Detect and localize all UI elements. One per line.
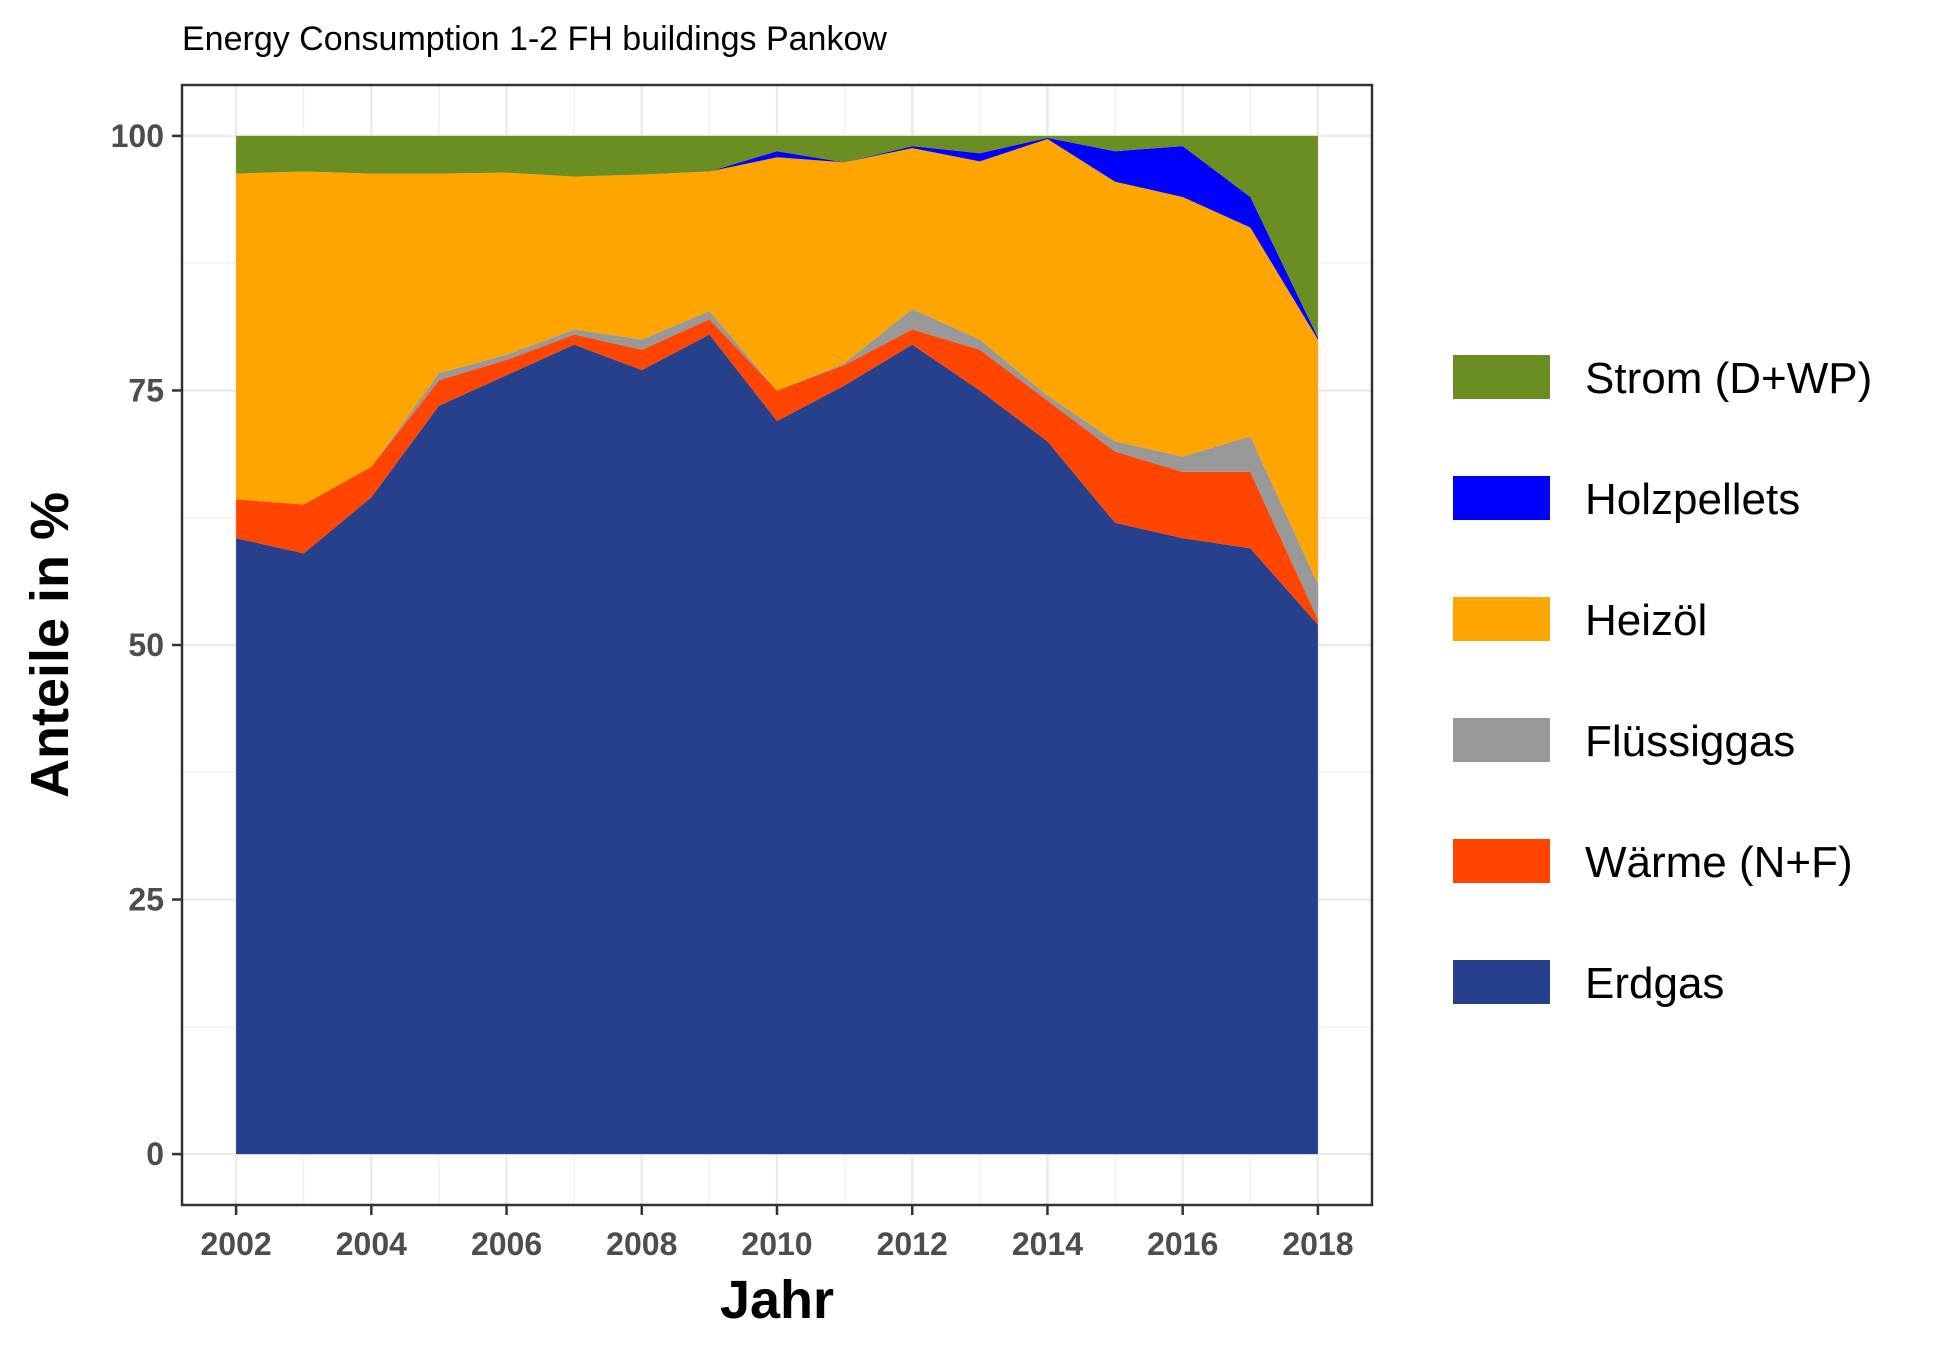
y-axis-ticks: 0 25 50 75 100 [111, 118, 182, 1172]
area-erdgas [236, 334, 1318, 1155]
x-tick-label: 2018 [1282, 1226, 1353, 1262]
y-tick-label: 75 [128, 372, 164, 408]
area-strom-d-wp [236, 135, 1318, 338]
y-tick-label: 100 [111, 118, 164, 154]
legend-key-w-rme-n-f [1453, 839, 1550, 883]
area-w-rme-n-f [236, 319, 1318, 625]
legend-key-heiz-l [1453, 597, 1550, 641]
legend-label-holzpellets: Holzpellets [1585, 475, 1800, 524]
x-tick-label: 2006 [471, 1226, 542, 1262]
legend-key-erdgas [1453, 960, 1550, 1004]
y-axis-title: Anteile in % [20, 492, 80, 798]
legend-label-w-rme-n-f: Wärme (N+F) [1585, 838, 1853, 887]
x-axis-title: Jahr [720, 1270, 834, 1330]
x-tick-label: 2002 [200, 1226, 271, 1262]
area-heiz-l [236, 139, 1318, 584]
area-series [236, 135, 1318, 1155]
chart-title: Energy Consumption 1-2 FH buildings Pank… [182, 20, 887, 58]
legend-label-strom-d-wp: Strom (D+WP) [1585, 354, 1872, 403]
y-tick-label: 0 [146, 1136, 164, 1172]
x-tick-label: 2008 [606, 1226, 677, 1262]
x-tick-label: 2010 [741, 1226, 812, 1262]
legend-key-strom-d-wp [1453, 355, 1550, 399]
x-axis-ticks: 2002 2004 2006 2008 2010 2012 2014 2016 2018 [200, 1205, 1354, 1262]
y-tick-label: 50 [128, 627, 164, 663]
x-tick-label: 2016 [1147, 1226, 1218, 1262]
x-tick-label: 2004 [336, 1226, 407, 1262]
legend-label-fl-ssiggas: Flüssiggas [1585, 717, 1795, 766]
legend-key-fl-ssiggas [1453, 718, 1550, 762]
legend-label-heiz-l: Heizöl [1585, 596, 1707, 645]
y-tick-label: 25 [128, 882, 164, 918]
x-tick-label: 2012 [877, 1226, 948, 1262]
legend-label-erdgas: Erdgas [1585, 959, 1724, 1008]
legend: Strom (D+WP) Holzpellets Heizöl Flüssiggas W… [1453, 354, 1872, 1008]
legend-key-holzpellets [1453, 476, 1550, 520]
x-tick-label: 2014 [1012, 1226, 1083, 1262]
